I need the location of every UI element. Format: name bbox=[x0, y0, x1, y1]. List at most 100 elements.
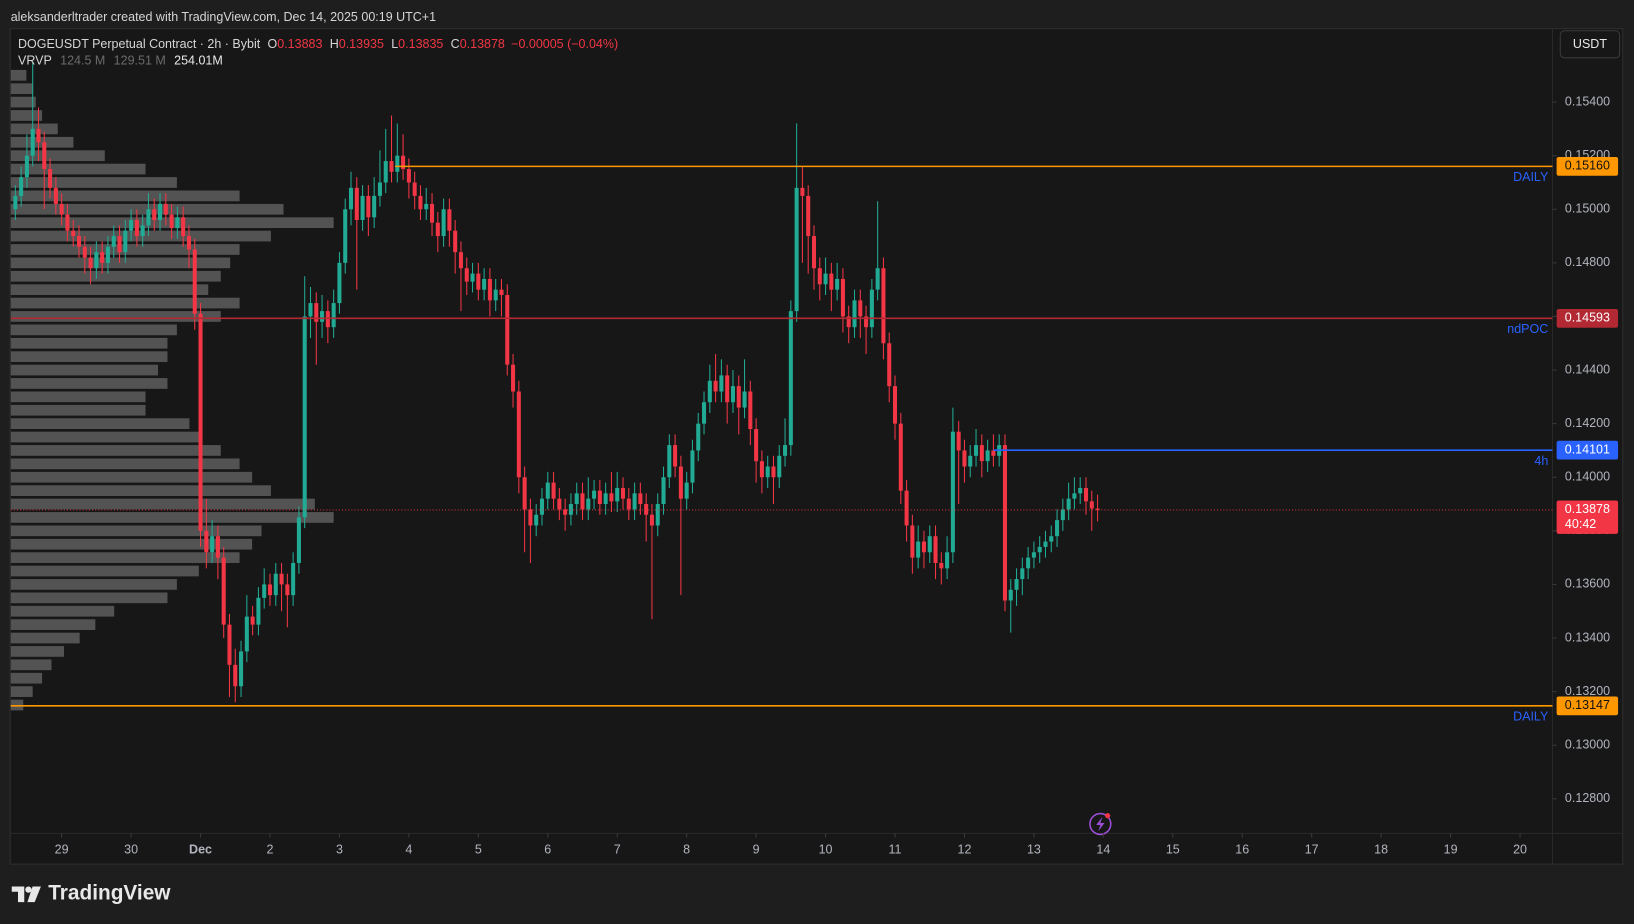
candle-body bbox=[1031, 552, 1036, 558]
candle-body bbox=[817, 268, 822, 285]
ohlc-value: 0.13883 bbox=[277, 37, 322, 51]
volume-profile-bar bbox=[10, 324, 177, 336]
candle-body bbox=[939, 562, 944, 569]
candle-body bbox=[678, 466, 683, 499]
candle-body bbox=[1043, 541, 1048, 547]
ohlc-value: 0.13878 bbox=[460, 37, 505, 51]
y-tick-label: 0.14200 bbox=[1565, 416, 1610, 430]
candle-body bbox=[152, 209, 157, 220]
candle-body bbox=[592, 490, 597, 499]
x-tick-label: Dec bbox=[189, 842, 212, 856]
y-tick-label: 0.13200 bbox=[1565, 684, 1610, 698]
candle-body bbox=[1008, 589, 1013, 601]
candle-body bbox=[13, 195, 18, 210]
candle-body bbox=[927, 536, 932, 553]
y-tick-label: 0.15400 bbox=[1565, 94, 1610, 108]
candle-body bbox=[771, 466, 776, 478]
candle-body bbox=[1089, 501, 1094, 509]
candle-body bbox=[910, 525, 915, 558]
level-price-label: 0.15160 bbox=[1565, 159, 1610, 173]
candle-body bbox=[921, 541, 926, 553]
candle-body bbox=[545, 482, 550, 499]
candle-body bbox=[846, 316, 851, 328]
candle-body bbox=[36, 128, 41, 143]
level-price-label: 0.13147 bbox=[1565, 698, 1610, 712]
level-name: DAILY bbox=[1513, 710, 1549, 724]
candle-body bbox=[192, 249, 197, 314]
candle-body bbox=[48, 169, 53, 188]
candle-body bbox=[464, 268, 469, 282]
candle-body bbox=[105, 246, 110, 263]
candle-body bbox=[134, 219, 139, 237]
x-tick-label: 7 bbox=[614, 842, 621, 856]
candle-body bbox=[267, 584, 273, 596]
volume-profile-bar bbox=[10, 605, 115, 617]
volume-profile-bar bbox=[10, 512, 334, 523]
volume-profile-bar bbox=[10, 351, 168, 363]
candle-body bbox=[401, 155, 406, 170]
candle-body bbox=[94, 252, 99, 269]
candle-body bbox=[522, 477, 527, 510]
x-tick-label: 6 bbox=[544, 842, 551, 856]
candle-body bbox=[661, 477, 666, 505]
candle-body bbox=[470, 273, 475, 282]
candle-body bbox=[649, 514, 654, 526]
y-tick-label: 0.14800 bbox=[1565, 255, 1610, 269]
candle-body bbox=[487, 278, 492, 301]
level-name: DAILY bbox=[1513, 170, 1549, 184]
candle-body bbox=[869, 289, 874, 328]
currency-button[interactable]: USDT bbox=[1559, 30, 1621, 59]
volume-profile-bar bbox=[10, 110, 43, 121]
level-name: 4h bbox=[1534, 454, 1548, 468]
volume-profile-bar bbox=[10, 699, 24, 711]
candle-body bbox=[684, 482, 689, 499]
candle-body bbox=[904, 490, 909, 526]
candle-body bbox=[794, 187, 799, 312]
y-tick-label: 0.12800 bbox=[1565, 791, 1610, 805]
candle-body bbox=[800, 187, 805, 196]
volume-profile-bar bbox=[10, 565, 199, 577]
last-price-box bbox=[1556, 500, 1619, 534]
candle-body bbox=[765, 466, 770, 478]
candle-body bbox=[887, 343, 892, 387]
currency-label[interactable]: USDT bbox=[1573, 37, 1607, 51]
candle-body bbox=[314, 303, 319, 322]
candle-body bbox=[354, 187, 359, 220]
y-tick-label: 0.13000 bbox=[1565, 738, 1610, 752]
bolt-button[interactable] bbox=[1089, 812, 1112, 836]
candle-body bbox=[539, 498, 545, 515]
x-tick-label: 14 bbox=[1096, 842, 1110, 856]
candle-body bbox=[82, 246, 87, 258]
candle-body bbox=[881, 268, 886, 344]
volume-profile-bar bbox=[10, 391, 146, 403]
ohlc-letter: O bbox=[268, 37, 278, 51]
candle-body bbox=[916, 541, 921, 558]
y-tick-label: 0.13600 bbox=[1565, 577, 1610, 591]
volume-profile-bar bbox=[10, 270, 221, 282]
candle-body bbox=[534, 514, 539, 526]
candle-body bbox=[516, 391, 521, 478]
candle-body bbox=[730, 386, 735, 403]
candle-body bbox=[968, 455, 973, 467]
volume-profile-bar bbox=[10, 378, 168, 389]
candle-body bbox=[24, 155, 29, 178]
candle-body bbox=[273, 573, 278, 596]
candle-body bbox=[840, 278, 845, 317]
x-tick-label: 19 bbox=[1444, 842, 1458, 856]
candle-body bbox=[1060, 509, 1065, 521]
volume-profile-bar bbox=[10, 69, 27, 81]
candle-body bbox=[227, 624, 232, 665]
candle-body bbox=[111, 236, 116, 247]
candle-body bbox=[725, 375, 730, 403]
volume-profile-bar bbox=[10, 418, 190, 430]
candle-body bbox=[806, 195, 811, 237]
volume-profile-bar bbox=[10, 686, 33, 697]
candle-body bbox=[499, 289, 504, 296]
candle-body bbox=[580, 493, 585, 510]
candle-body bbox=[76, 236, 82, 247]
candle-body bbox=[719, 375, 724, 392]
candle-body bbox=[383, 161, 388, 183]
volume-profile-bar bbox=[10, 552, 240, 563]
ohlc-letter: L bbox=[391, 37, 398, 51]
